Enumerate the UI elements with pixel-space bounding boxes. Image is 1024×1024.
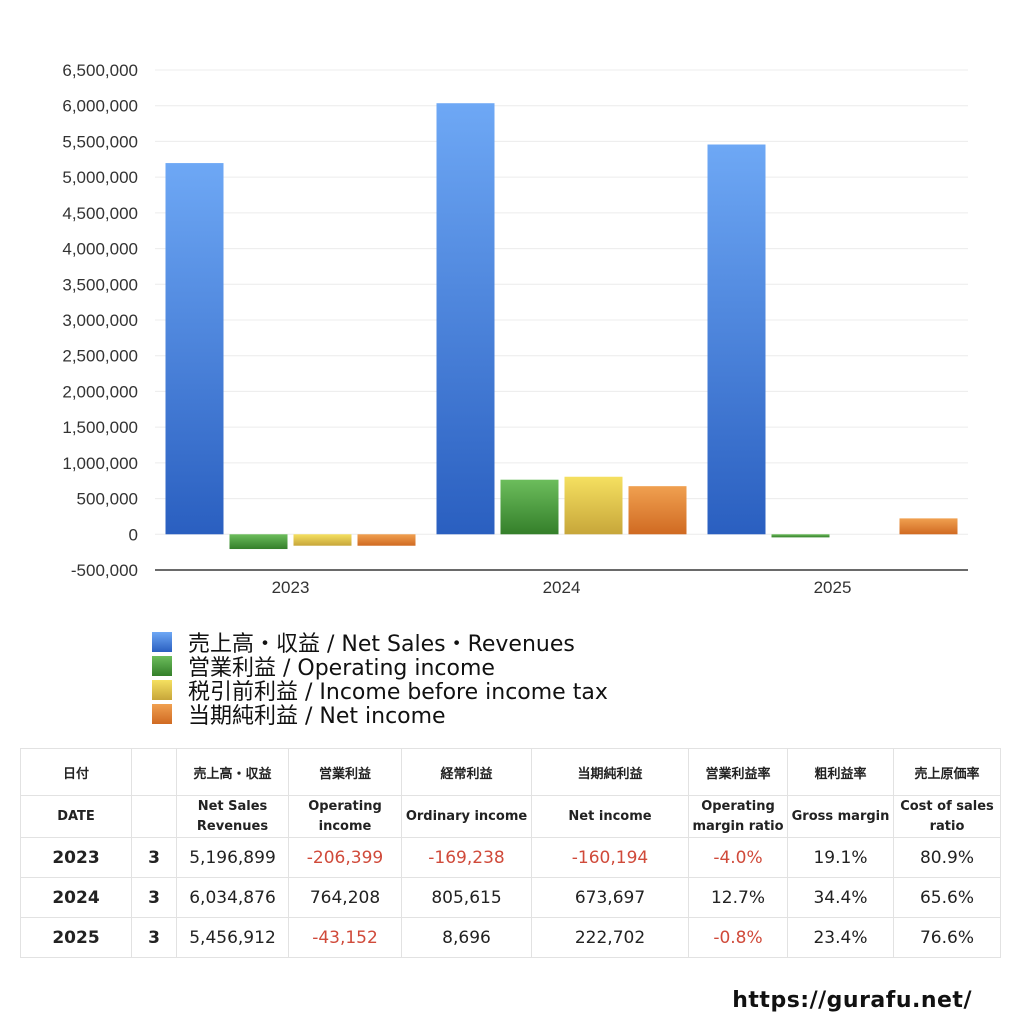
value-cell: -43,152	[288, 917, 402, 958]
header-cell: 営業利益	[288, 748, 402, 796]
legend-label-net-income: 当期純利益 / Net income	[188, 704, 446, 729]
value-cell: 34.4%	[787, 877, 894, 918]
legend-swatch	[152, 656, 172, 676]
legend-item: 売上高・収益 / Net Sales・Revenues	[152, 630, 608, 657]
y-tick-label: 0	[129, 525, 138, 544]
value-cell: 805,615	[401, 877, 532, 918]
legend-swatch	[152, 680, 172, 700]
value-cell: -206,399	[288, 837, 402, 878]
bar-2025-series-3	[899, 518, 958, 535]
bar-2023-series-1	[229, 534, 288, 550]
year-cell: 2025	[20, 917, 132, 958]
bar-chart: 6,500,000 6,000,000 5,500,000 5,000,000 4,50…	[62, 61, 968, 597]
y-axis: 6,500,000 6,000,000 5,500,000 5,000,000 4,50…	[62, 61, 138, 580]
header-cell: DATE	[20, 795, 132, 838]
value-cell: 19.1%	[787, 837, 894, 878]
legend: 売上高・収益 / Net Sales・Revenues 営業利益 / Opera…	[152, 630, 608, 729]
value-cell: 5,456,912	[176, 917, 289, 958]
x-tick-label: 2023	[272, 578, 310, 597]
value-cell: 5,196,899	[176, 837, 289, 878]
bar-2024-series-3	[628, 486, 687, 535]
header-cell: 売上高・収益	[176, 748, 289, 796]
value-cell: 23.4%	[787, 917, 894, 958]
month-cell: 3	[131, 917, 177, 958]
header-cell: 営業利益率	[688, 748, 788, 796]
y-tick-label: 1,000,000	[62, 454, 138, 473]
table-row: 2023 3 5,196,899 -206,399 -169,238 -160,…	[20, 837, 1001, 878]
year-cell: 2023	[20, 837, 132, 878]
header-cell	[131, 748, 177, 796]
value-cell: -160,194	[531, 837, 689, 878]
bar-2024-series-0	[436, 103, 495, 535]
table-header-jp: 日付 売上高・収益 営業利益 経常利益 当期純利益 営業利益率 粗利益率 売上原…	[20, 748, 1001, 796]
header-cell: Operating margin ratio	[688, 795, 788, 838]
value-cell: -169,238	[401, 837, 532, 878]
table-row: 2024 3 6,034,876 764,208 805,615 673,697…	[20, 877, 1001, 918]
month-cell: 3	[131, 877, 177, 918]
legend-swatch	[152, 632, 172, 652]
bar-2023-series-0	[165, 163, 224, 535]
legend-label-income-before-tax: 税引前利益 / Income before income tax	[188, 680, 608, 705]
x-tick-label: 2024	[543, 578, 581, 597]
header-cell: Cost of sales ratio	[893, 795, 1001, 838]
grid-lines	[155, 69, 968, 535]
y-tick-label: 4,500,000	[62, 204, 138, 223]
y-tick-label: -500,000	[71, 561, 138, 580]
legend-item: 税引前利益 / Income before income tax	[152, 678, 608, 705]
header-cell: Net Sales Revenues	[176, 795, 289, 838]
month-cell: 3	[131, 837, 177, 878]
value-cell: 8,696	[401, 917, 532, 958]
bar-2024-series-2	[564, 476, 623, 535]
y-tick-label: 3,000,000	[62, 311, 138, 330]
financial-table: 日付 売上高・収益 営業利益 経常利益 当期純利益 営業利益率 粗利益率 売上原…	[20, 748, 1001, 958]
bar-2023-series-3	[357, 534, 416, 546]
legend-swatch	[152, 704, 172, 724]
y-tick-label: 4,000,000	[62, 240, 138, 259]
header-cell: 売上原価率	[893, 748, 1001, 796]
y-tick-label: 3,500,000	[62, 275, 138, 294]
header-cell: 粗利益率	[787, 748, 894, 796]
x-axis: 2023 2024 2025	[155, 569, 968, 597]
value-cell: 12.7%	[688, 877, 788, 918]
header-cell	[131, 795, 177, 838]
site-url[interactable]: https://gurafu.net/	[732, 988, 972, 1013]
y-tick-label: 5,500,000	[62, 132, 138, 151]
value-cell: -0.8%	[688, 917, 788, 958]
value-cell: 80.9%	[893, 837, 1001, 878]
value-cell: 65.6%	[893, 877, 1001, 918]
bar-marks	[165, 103, 958, 550]
legend-label-operating-income: 営業利益 / Operating income	[188, 656, 495, 681]
legend-label-net-sales: 売上高・収益 / Net Sales・Revenues	[188, 632, 575, 657]
header-cell: 日付	[20, 748, 132, 796]
value-cell: 76.6%	[893, 917, 1001, 958]
y-tick-label: 2,000,000	[62, 382, 138, 401]
header-cell: 当期純利益	[531, 748, 689, 796]
header-cell: Operating income	[288, 795, 402, 838]
year-cell: 2024	[20, 877, 132, 918]
y-tick-label: 2,500,000	[62, 347, 138, 366]
x-tick-label: 2025	[814, 578, 852, 597]
legend-item: 営業利益 / Operating income	[152, 654, 608, 681]
header-cell: Ordinary income	[401, 795, 532, 838]
value-cell: 764,208	[288, 877, 402, 918]
bar-2024-series-1	[500, 479, 559, 535]
y-tick-label: 5,000,000	[62, 168, 138, 187]
value-cell: -4.0%	[688, 837, 788, 878]
y-tick-label: 6,500,000	[62, 61, 138, 80]
y-tick-label: 6,000,000	[62, 97, 138, 116]
y-tick-label: 500,000	[77, 490, 138, 509]
bar-2025-series-1	[771, 534, 830, 538]
y-tick-label: 1,500,000	[62, 418, 138, 437]
table-row: 2025 3 5,456,912 -43,152 8,696 222,702 -…	[20, 917, 1001, 958]
header-cell: 経常利益	[401, 748, 532, 796]
value-cell: 673,697	[531, 877, 689, 918]
bar-2023-series-2	[293, 534, 352, 546]
value-cell: 222,702	[531, 917, 689, 958]
value-cell: 6,034,876	[176, 877, 289, 918]
header-cell: Gross margin	[787, 795, 894, 838]
header-cell: Net income	[531, 795, 689, 838]
legend-item: 当期純利益 / Net income	[152, 702, 608, 729]
bar-2025-series-0	[707, 144, 766, 535]
table-header-en: DATE Net Sales Revenues Operating income…	[20, 795, 1001, 838]
